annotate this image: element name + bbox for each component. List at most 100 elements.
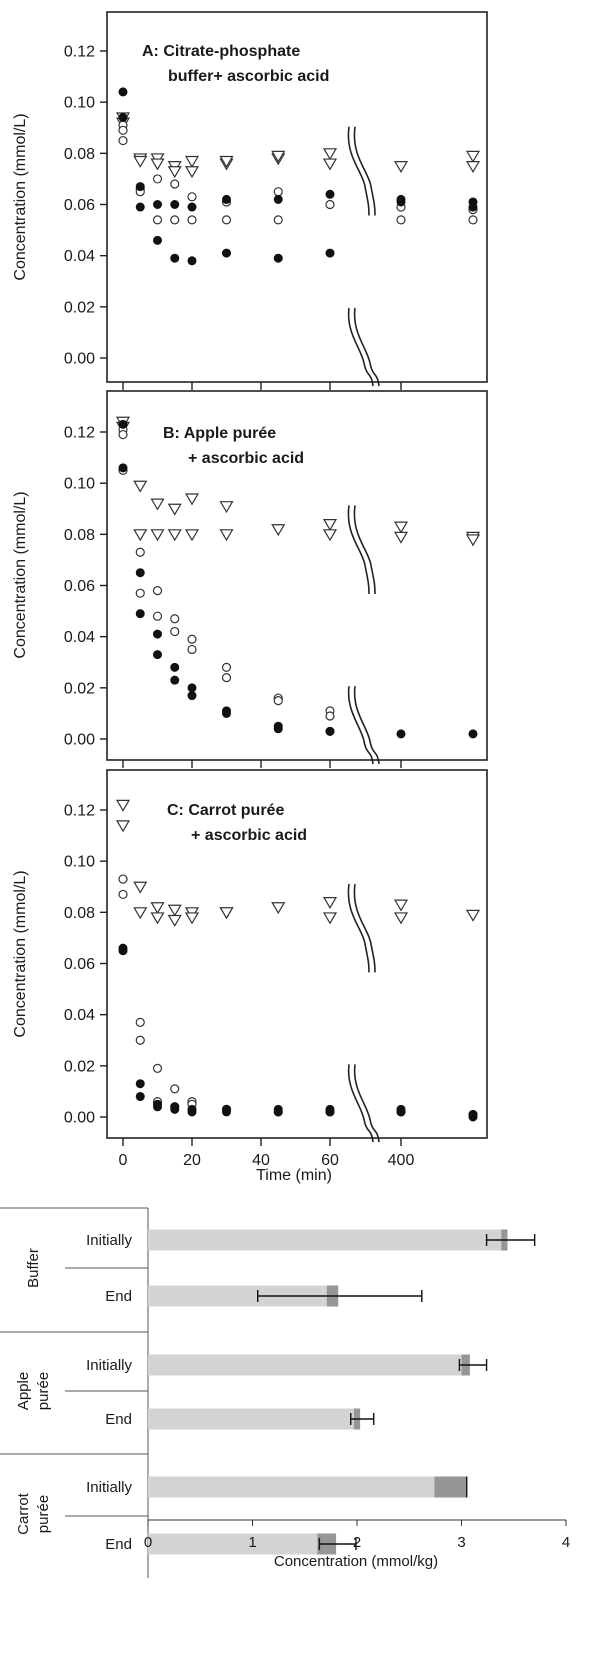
x-tick-label: 4 (562, 1534, 570, 1551)
triangle-point (115, 799, 131, 812)
filled-circle-point (222, 708, 231, 718)
x-tick-label: 3 (457, 1534, 465, 1551)
y-tick-label: 0.00 (64, 1110, 95, 1127)
triangle-point (322, 897, 338, 909)
category-label: Initially (86, 1479, 132, 1496)
panel-b-title-line1: B: Apple purée (163, 425, 276, 442)
filled-circle-point (118, 113, 128, 123)
open-circle-point (468, 215, 478, 225)
group-label-word: Apple (15, 1372, 32, 1410)
axis-break-mark (347, 505, 370, 594)
axis-break-mark (347, 1064, 374, 1143)
filled-circle-point (170, 200, 180, 209)
filled-circle-point (273, 724, 283, 734)
triangle-point (322, 148, 338, 161)
triangle-point (219, 155, 234, 168)
y-tick-label: 0.00 (64, 732, 95, 749)
filled-circle-point (325, 1107, 335, 1117)
y-tick-label: 0.02 (64, 1058, 95, 1075)
panel-b-marks (115, 416, 481, 739)
triangle-point (184, 912, 200, 925)
y-tick-label: 0.02 (64, 299, 95, 316)
y-tick-label: 0.12 (64, 803, 95, 820)
triangle-point (150, 498, 165, 511)
open-circle-point (152, 1063, 163, 1073)
axis-break-mark (353, 126, 376, 216)
axis-break-mark (347, 126, 370, 216)
filled-circle-point (135, 609, 145, 619)
filled-circle-point (468, 1112, 478, 1122)
axis-break-mark (353, 686, 380, 765)
x-tick-label: 0 (119, 1152, 128, 1169)
open-circle-point (170, 179, 180, 189)
filled-circle-point (118, 946, 128, 956)
y-tick-label: 0.10 (64, 854, 95, 871)
y-tick-label: 0.12 (64, 44, 95, 61)
panel-b-axis-break (347, 505, 380, 765)
filled-circle-point (135, 1079, 145, 1089)
open-circle-point (135, 1035, 145, 1045)
y-tick-label: 0.04 (64, 248, 95, 265)
filled-circle-point (325, 189, 335, 199)
filled-circle-point (135, 182, 145, 192)
triangle-point (133, 907, 148, 920)
triangle-point (271, 150, 286, 163)
filled-circle-point (396, 1107, 406, 1117)
bar-light (148, 1229, 502, 1251)
panel-b-y-label: Concentration (mmol/L) (12, 491, 29, 658)
open-circle-point (118, 125, 128, 135)
triangle-point (184, 166, 200, 179)
triangle-point (133, 881, 148, 894)
group-label-word: purée (35, 1372, 52, 1410)
filled-circle-point (222, 194, 231, 204)
filled-circle-point (118, 419, 128, 429)
panel-c-title-line2: + ascorbic acid (191, 827, 307, 844)
triangle-point (393, 899, 409, 912)
triangle-point (133, 155, 148, 168)
open-circle-point (118, 889, 128, 900)
bar-chart-x-label: Concentration (mmol/kg) (274, 1553, 438, 1570)
bar-dark-segment (434, 1476, 467, 1498)
open-circle-point (325, 199, 335, 210)
panel-b-frame (106, 390, 488, 761)
open-circle-point (325, 711, 335, 721)
open-circle-point (273, 215, 283, 225)
filled-circle-point (170, 1104, 180, 1114)
filled-circle-point (396, 729, 406, 739)
open-circle-point (170, 614, 180, 624)
triangle-point (393, 521, 409, 534)
filled-circle-point (325, 726, 335, 736)
panel-a-title-line2: buffer+ ascorbic acid (168, 68, 329, 85)
triangle-point (115, 820, 131, 833)
filled-circle-point (170, 662, 180, 672)
open-circle-point (221, 672, 232, 683)
panel-b-x-ticks (122, 760, 402, 768)
filled-circle-point (222, 248, 231, 258)
y-tick-label: 0.02 (64, 680, 95, 697)
open-circle-point (187, 215, 197, 225)
panel-a-frame (106, 11, 488, 383)
panel-a-y-axis: 0.00 0.02 0.04 0.06 0.08 0.10 0.12 (64, 44, 107, 368)
panel-a-x-ticks (122, 382, 402, 390)
panel-a-axis-break (347, 126, 380, 387)
triangle-point (322, 519, 338, 531)
filled-circle-point (135, 1092, 145, 1102)
bar-chart-bars (148, 1229, 536, 1555)
bar-light (148, 1476, 435, 1498)
filled-circle-point (222, 1107, 231, 1117)
filled-circle-point (325, 248, 335, 258)
bar-chart-category-labels: Initially End Initially End Initially End (86, 1232, 132, 1553)
group-label-word: purée (35, 1495, 52, 1533)
group-label: Buffer (25, 1248, 42, 1288)
triangle-point (184, 493, 200, 506)
triangle-point (465, 150, 481, 163)
axis-break-mark (353, 505, 376, 594)
triangle-point (133, 480, 148, 493)
axis-break-mark (353, 307, 380, 387)
panel-c-y-axis: 0.00 0.02 0.04 0.06 0.08 0.10 0.12 (64, 803, 107, 1127)
category-label: Initially (86, 1232, 132, 1249)
y-tick-label: 0.08 (64, 527, 95, 544)
triangle-point (271, 524, 286, 537)
open-circle-point (135, 1017, 145, 1027)
